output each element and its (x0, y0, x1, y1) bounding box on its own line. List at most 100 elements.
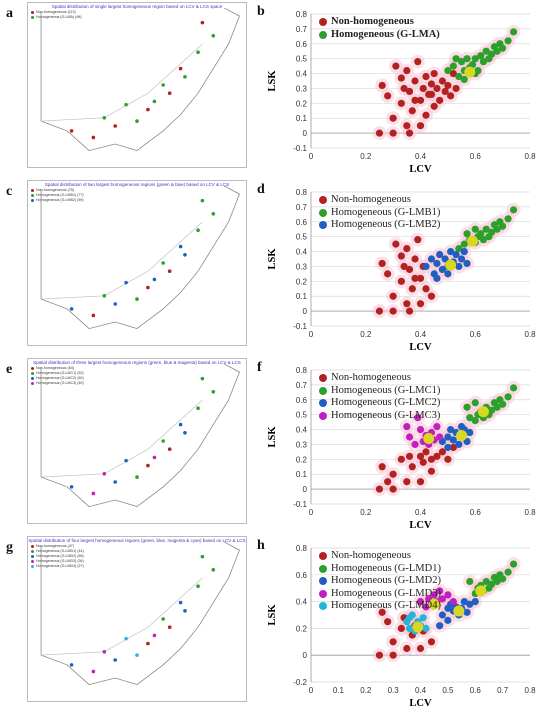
data-point (444, 443, 452, 452)
map-legend-label: Homogeneous (G-LMC3) (45) (36, 381, 84, 385)
data-point (449, 598, 457, 606)
y-tick-label: 0.8 (296, 544, 308, 553)
data-point (447, 92, 455, 100)
map-station-point (135, 297, 139, 301)
data-point (378, 259, 386, 268)
data-point (463, 403, 471, 411)
map-station-point (183, 609, 187, 613)
data-point (411, 440, 419, 449)
data-point (416, 96, 425, 104)
y-tick-label: -0.1 (293, 500, 307, 509)
data-point (499, 44, 507, 52)
map-station-point (183, 253, 187, 257)
y-tick-label: 0.5 (296, 55, 308, 64)
map-station-point (124, 458, 128, 463)
map-station-point (124, 636, 128, 641)
chart-panel-letter: b (257, 4, 265, 19)
legend-item: Homogeneous (G-LMC1) (319, 385, 440, 398)
data-point (400, 84, 408, 93)
chart-svg: -0.100.10.20.30.40.50.60.70.80 0.2 0.4 0.6 0… (267, 188, 536, 353)
map-legend: Non-homogeneous (75) Homogeneous (G-LMB1)… (31, 188, 84, 203)
scatter-chart: d -0.1 0 0.1 0.2 0.3 0.4 0.5 0.6 0.7 0.8 0 0.2 0.4 0.6… (257, 178, 548, 353)
data-point (427, 638, 436, 646)
map-station-point (124, 102, 128, 107)
data-point (455, 244, 463, 253)
data-point (405, 265, 414, 274)
data-point (416, 300, 425, 308)
y-tick-label: 0.6 (296, 40, 308, 49)
scatter-chart: h -0.2 0 0.2 0.4 0.6 0.8 0 0.1 0.2 0.3 0.4 0.5 0.6 0.7… (257, 534, 548, 709)
y-tick-label: 0.8 (296, 10, 308, 19)
legend-label: Homogeneous (G-LMB1) (331, 206, 441, 218)
y-tick-label: 0 (303, 485, 308, 494)
x-tick-label: 0.1 (333, 686, 345, 695)
x-tick-label: 0.6 (470, 508, 482, 517)
data-point (436, 622, 444, 630)
map-station-point (102, 472, 107, 476)
map-station-point (91, 313, 96, 318)
chart-legend: Non-homogeneous Homogeneous (G-LMC1) Homog… (319, 372, 440, 422)
chart-legend: Non-homogeneous Homogeneous (G-LMA) (319, 16, 440, 41)
map-station-point (102, 294, 107, 298)
data-point (389, 307, 397, 315)
data-point (405, 87, 414, 96)
map-legend-label: Non-homogeneous (75) (36, 188, 74, 192)
map-svg (40, 363, 240, 508)
x-tick-label: 0 (309, 152, 314, 161)
data-point (455, 262, 463, 271)
data-point (509, 560, 518, 568)
legend-marker-icon (31, 367, 34, 370)
data-point (460, 240, 468, 248)
legend-item: Homogeneous (G-LMB2) (319, 219, 440, 232)
data-point (389, 114, 397, 122)
data-point (463, 437, 471, 446)
map-legend-item: Non-homogeneous (113) (31, 10, 82, 15)
y-tick-label: 0 (303, 651, 308, 660)
legend-marker-icon (31, 565, 34, 568)
map-legend-label: Homogeneous (G-LMD1) (44) (36, 549, 84, 553)
centroid-point (412, 621, 424, 633)
map-station-point (183, 431, 187, 435)
centroid-point (467, 235, 479, 247)
data-point (452, 84, 460, 93)
data-point (408, 107, 416, 115)
data-point (411, 77, 419, 85)
chart-legend: Non-homogeneous Homogeneous (G-LMB1) Homog… (319, 194, 440, 232)
map-station-point (167, 91, 172, 95)
y-tick-label: 0.8 (296, 188, 308, 197)
scatter-chart: b -0.1 0 0.1 0.2 0.3 0.4 0.5 0.6 0.7 0.8 0 0.2 0.4 0.6… (257, 0, 548, 175)
data-point (389, 129, 397, 137)
map-station-point (69, 663, 74, 667)
data-point (447, 247, 455, 256)
legend-item: Non-homogeneous (319, 16, 440, 29)
legend-item: Homogeneous (G-LMD2) (319, 575, 441, 588)
region-map: Spatial distribution of two largest homo… (27, 180, 247, 346)
y-tick-label: 0.2 (296, 624, 308, 633)
chart-panel-letter: h (257, 538, 265, 553)
map-station-point (178, 600, 183, 605)
map-station-point (211, 390, 216, 394)
data-point (427, 255, 436, 263)
map-station-point (200, 20, 205, 25)
data-point (438, 265, 446, 274)
legend-marker-icon (31, 560, 34, 563)
map-legend-item: Homogeneous (G-LMC1) (52) (31, 371, 84, 376)
x-axis-label: LCV (409, 520, 432, 531)
data-point (444, 270, 452, 278)
map-legend-label: Homogeneous (G-LMD3) (36) (36, 559, 84, 563)
data-point (438, 448, 446, 456)
data-point (416, 274, 425, 282)
data-point (416, 478, 425, 486)
data-point (375, 307, 384, 315)
x-tick-label: 0.8 (524, 508, 536, 517)
map-station-point (178, 244, 183, 249)
x-tick-label: 0 (309, 686, 314, 695)
data-point (405, 624, 414, 632)
data-point (509, 384, 518, 392)
map-station-point (124, 280, 128, 285)
data-point (436, 433, 444, 441)
map-legend-item: Homogeneous (G-LMA) (98) (31, 15, 82, 20)
data-point (499, 575, 507, 583)
x-tick-label: 0.6 (470, 686, 482, 695)
data-point (482, 577, 490, 586)
